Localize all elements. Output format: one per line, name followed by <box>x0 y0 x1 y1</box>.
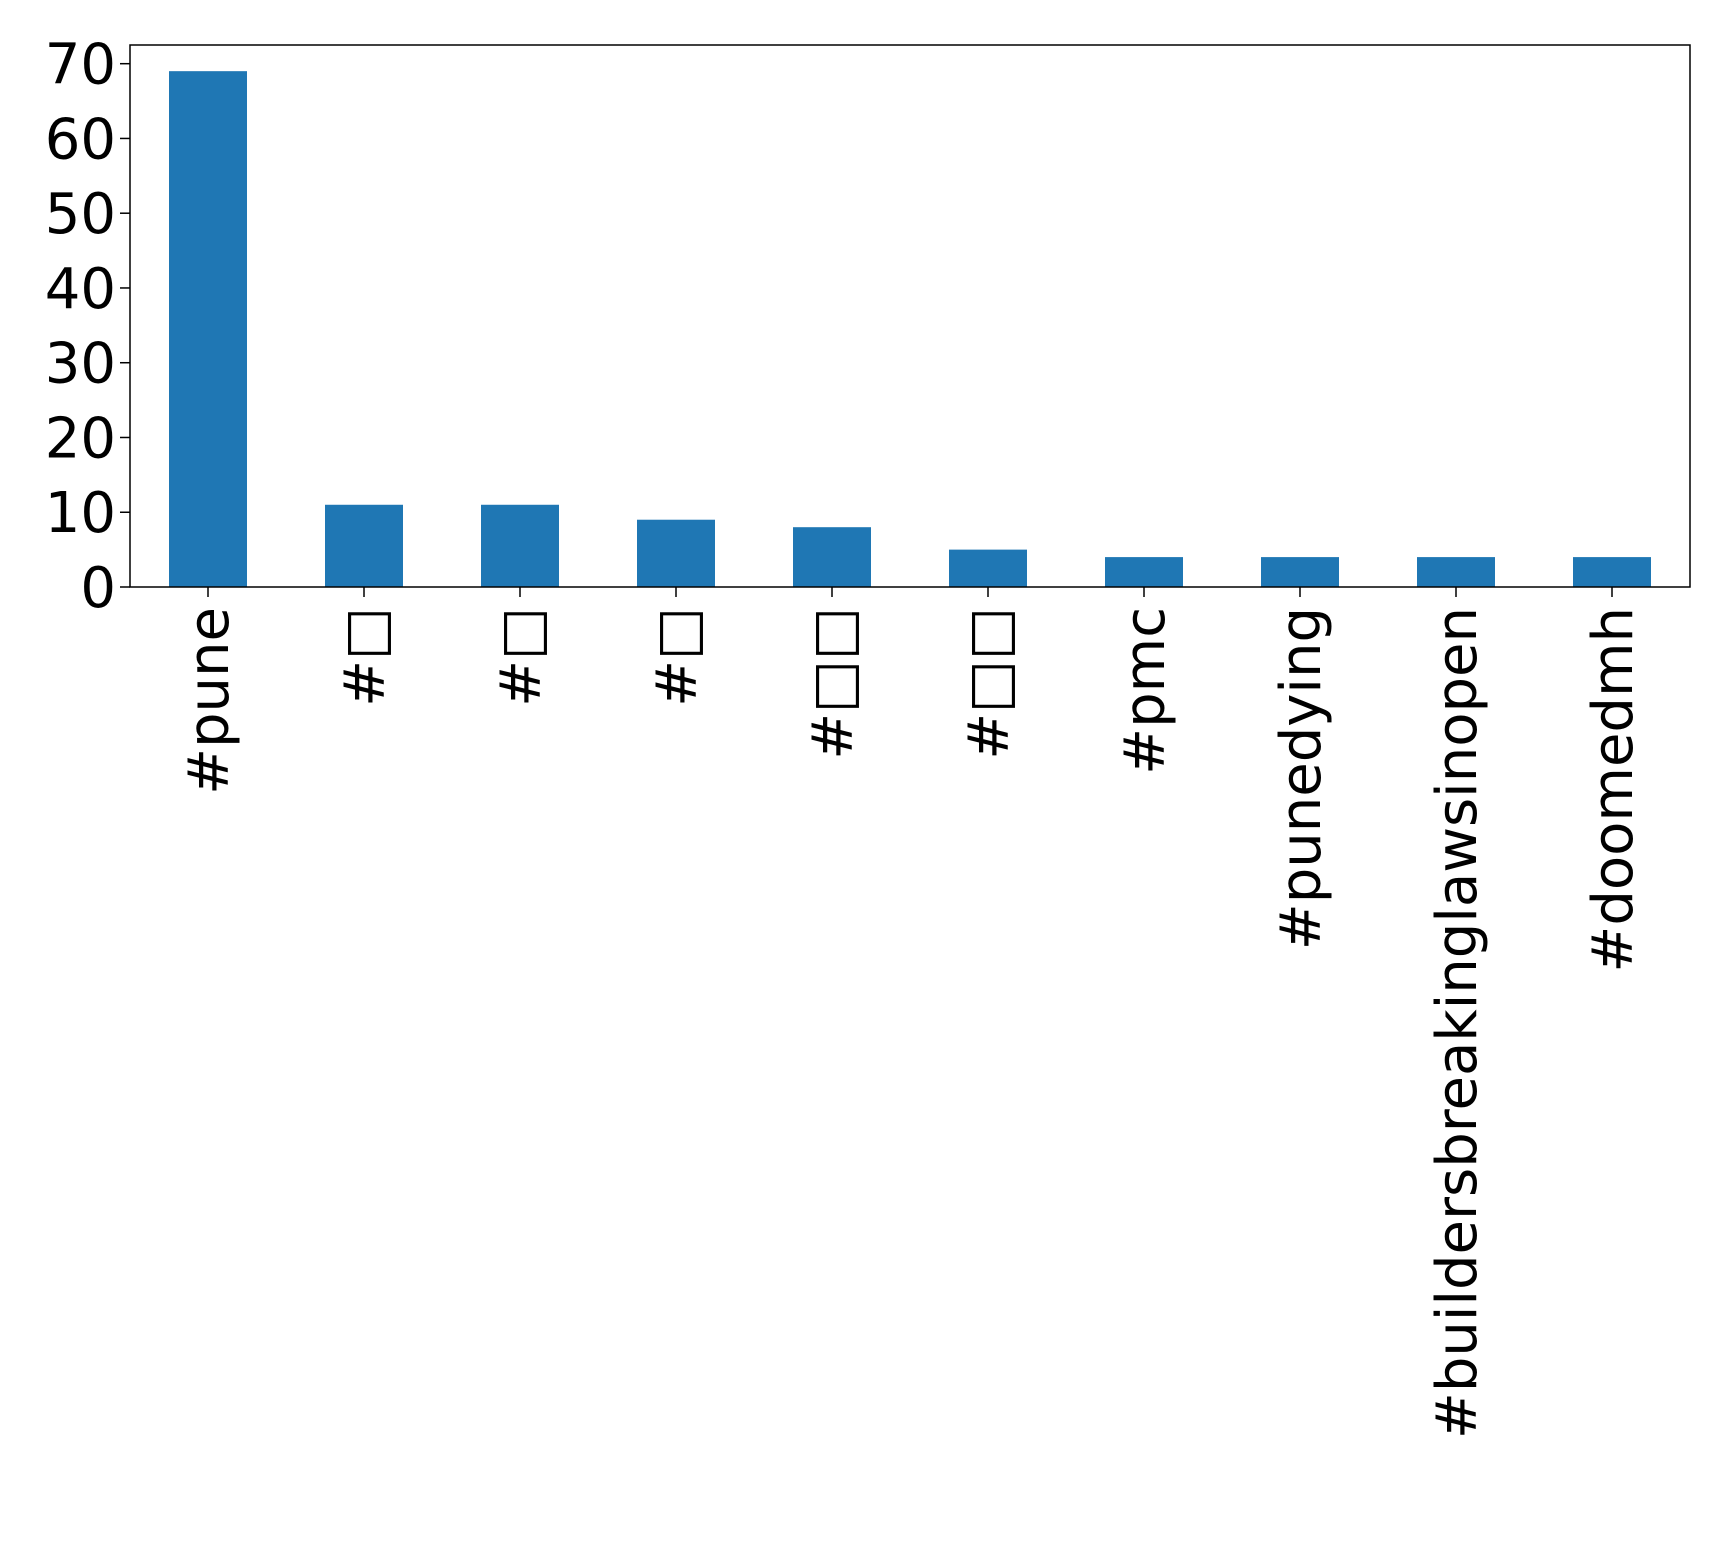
bars-group <box>169 71 1651 587</box>
x-tick-label-8: #buildersbreakinglawsinopen <box>1425 607 1490 1439</box>
y-tick-label-0: 0 <box>80 556 116 621</box>
bar-2 <box>481 504 559 587</box>
y-tick-label-4: 40 <box>45 257 116 322</box>
y-tick-label-7: 70 <box>45 33 116 98</box>
x-axis: #pune #□ #□ #□ #□□ #□□ #pmc #punedying #builders… <box>177 587 1646 1439</box>
y-axis: 0 10 20 30 40 50 60 70 <box>45 33 130 621</box>
bar-3 <box>637 519 715 587</box>
x-tick-label-6: #pmc <box>1113 607 1178 775</box>
y-tick-label-2: 20 <box>45 406 116 471</box>
bar-6 <box>1105 557 1183 587</box>
y-tick-label-6: 60 <box>45 107 116 172</box>
x-tick-label-2: #□ <box>489 607 554 707</box>
x-tick-label-9: #doomedmh <box>1581 607 1646 973</box>
bar-7 <box>1261 557 1339 587</box>
bar-1 <box>325 504 403 587</box>
bar-9 <box>1573 557 1651 587</box>
x-tick-label-0: #pune <box>177 607 242 795</box>
x-tick-label-5: #□□ <box>957 607 1022 760</box>
bar-4 <box>793 527 871 587</box>
x-tick-label-4: #□□ <box>801 607 866 760</box>
bar-0 <box>169 71 247 587</box>
y-tick-label-3: 30 <box>45 332 116 397</box>
y-tick-label-1: 10 <box>45 481 116 546</box>
x-tick-label-3: #□ <box>645 607 710 707</box>
bar-5 <box>949 549 1027 587</box>
y-tick-label-5: 50 <box>45 182 116 247</box>
x-tick-label-7: #punedying <box>1269 607 1334 950</box>
bar-8 <box>1417 557 1495 587</box>
x-tick-label-1: #□ <box>333 607 398 707</box>
plot-frame <box>129 44 1691 588</box>
